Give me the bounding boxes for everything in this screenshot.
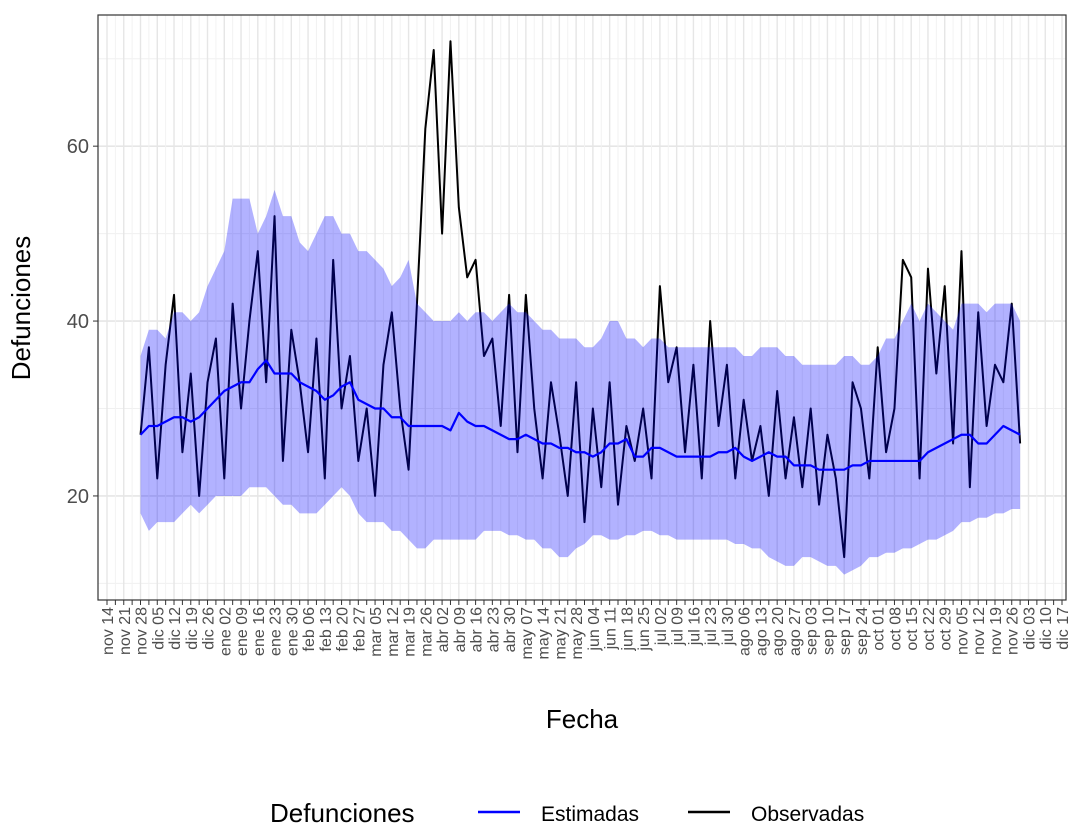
x-tick-label: abr 09 [452, 607, 469, 652]
marks [139, 40, 1022, 575]
grid [98, 15, 1066, 600]
x-tick-label: jun 18 [619, 607, 636, 652]
panel [98, 15, 1066, 600]
x-tick-label: oct 15 [904, 607, 921, 651]
x-tick-label: jul 16 [686, 607, 703, 646]
x-tick-label: nov 28 [134, 607, 151, 655]
x-axis-title: Fecha [546, 704, 619, 734]
x-tick-label: sep 10 [820, 607, 837, 655]
x-tick-label: sep 17 [837, 607, 854, 655]
x-tick-label: feb 20 [335, 607, 352, 652]
x-tick-label: may 14 [536, 607, 553, 660]
panel-border [97, 14, 1067, 601]
x-tick-label: feb 13 [318, 607, 335, 652]
x-tick-label: nov 05 [954, 607, 971, 655]
x-tick-label: sep 03 [804, 607, 821, 655]
x-tick-label: dic 10 [1038, 607, 1055, 650]
x-tick-label: jul 02 [653, 607, 670, 646]
x-tick-label: nov 19 [988, 607, 1005, 655]
x-tick-label: ene 16 [251, 607, 268, 656]
x-tick-label: dic 03 [1021, 607, 1038, 650]
legend-label: Observadas [751, 803, 864, 825]
legend-title: Defunciones [270, 798, 415, 825]
legend: Defunciones Estimadas Observadas [270, 798, 864, 828]
x-tick-label: ene 02 [217, 607, 234, 656]
x-tick-label: jul 09 [670, 607, 687, 646]
x-tick-label: abr 02 [435, 607, 452, 652]
x-tick-label: jun 11 [603, 607, 620, 651]
x-tick-label: oct 08 [887, 607, 904, 651]
x-tick-label: dic 12 [167, 607, 184, 650]
x-tick-label: mar 19 [402, 607, 419, 657]
x-tick-label: ene 30 [284, 607, 301, 656]
ribbon [140, 189, 1021, 575]
x-tick-label: feb 27 [351, 607, 368, 652]
x-tick-label: abr 23 [485, 607, 502, 652]
x-tick-label: may 21 [552, 607, 569, 660]
x-tick-label: jun 25 [636, 607, 653, 652]
x-tick-label: jul 23 [703, 607, 720, 646]
x-tick-label: feb 06 [301, 607, 318, 652]
x-tick-label: nov 21 [117, 607, 134, 655]
x-tick-label: nov 26 [1005, 607, 1022, 655]
x-tick-label: oct 22 [921, 607, 938, 651]
legend-label: Estimadas [541, 803, 639, 825]
x-tick-label: ago 27 [787, 607, 804, 656]
x-tick-label: oct 29 [938, 607, 955, 651]
x-tick-label: dic 17 [1055, 607, 1072, 650]
y-tick-label: 40 [67, 311, 89, 333]
y-tick-label: 20 [67, 486, 89, 508]
x-tick-label: sep 24 [854, 607, 871, 655]
x-tick-label: jul 30 [720, 607, 737, 646]
x-tick-label: abr 16 [469, 607, 486, 652]
x-tick-label: abr 30 [502, 607, 519, 652]
x-tick-label: ene 23 [268, 607, 285, 656]
y-axis-title: Defunciones [6, 236, 36, 381]
y-tick-label: 60 [67, 136, 89, 158]
x-tick-label: may 28 [569, 607, 586, 660]
line [139, 359, 1021, 471]
x-tick-label: mar 12 [385, 607, 402, 657]
x-tick-label: oct 01 [871, 607, 888, 651]
x-tick-label: nov 14 [100, 607, 117, 655]
x-tick-label: dic 05 [150, 607, 167, 650]
x-tick-label: ago 13 [753, 607, 770, 656]
x-tick-label: ago 20 [770, 607, 787, 656]
x-tick-label: mar 05 [368, 607, 385, 657]
x-tick-label: ago 06 [737, 607, 754, 656]
x-tick-label: ene 09 [234, 607, 251, 656]
x-tick-label: jun 04 [586, 607, 603, 652]
x-tick-label: mar 26 [418, 607, 435, 657]
x-tick-label: dic 26 [201, 607, 218, 650]
x-tick-label: dic 19 [184, 607, 201, 650]
x-tick-label: nov 12 [971, 607, 988, 655]
x-tick-label: may 07 [519, 607, 536, 660]
